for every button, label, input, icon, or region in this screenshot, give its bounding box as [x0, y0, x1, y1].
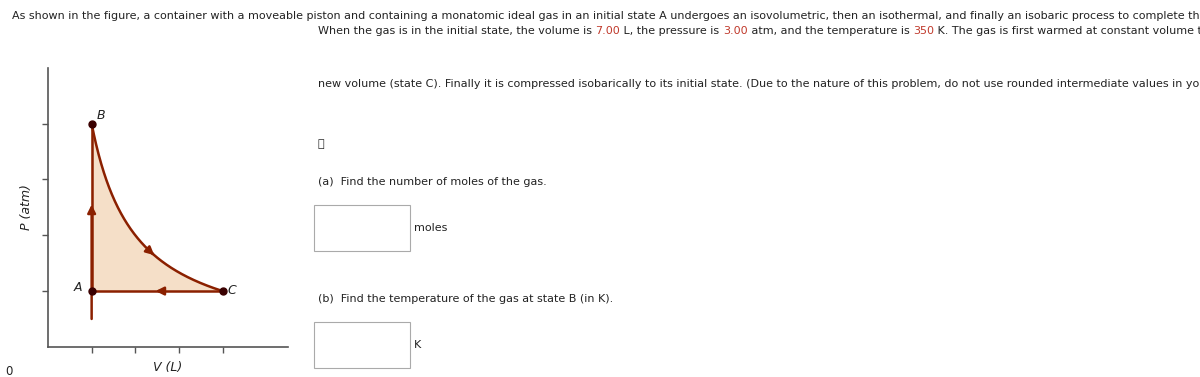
X-axis label: V (L): V (L) [154, 362, 182, 374]
FancyBboxPatch shape [313, 322, 410, 368]
Text: K: K [414, 340, 421, 350]
Text: 0: 0 [5, 365, 12, 377]
Text: When the gas is in the initial state, the volume is: When the gas is in the initial state, th… [318, 26, 595, 37]
Text: (a)  Find the number of moles of the gas.: (a) Find the number of moles of the gas. [318, 177, 547, 187]
Text: 350: 350 [913, 26, 934, 37]
Text: A: A [73, 281, 82, 294]
Text: L, the pressure is: L, the pressure is [620, 26, 722, 37]
Text: new volume (state C). Finally it is compressed isobarically to its initial state: new volume (state C). Finally it is comp… [318, 79, 1200, 89]
Text: C: C [228, 284, 236, 297]
Text: (b)  Find the temperature of the gas at state B (in K).: (b) Find the temperature of the gas at s… [318, 294, 613, 304]
Text: atm, and the temperature is: atm, and the temperature is [748, 26, 913, 37]
Text: 7.00: 7.00 [595, 26, 620, 37]
Text: ⓘ: ⓘ [318, 139, 325, 150]
Text: K. The gas is first warmed at constant volume to a pressure of: K. The gas is first warmed at constant v… [934, 26, 1200, 37]
Text: B: B [97, 109, 106, 122]
FancyBboxPatch shape [313, 205, 410, 251]
Polygon shape [91, 124, 222, 291]
Y-axis label: P (atm): P (atm) [20, 184, 34, 230]
Text: 3.00: 3.00 [722, 26, 748, 37]
Text: As shown in the figure, a container with a moveable piston and containing a mona: As shown in the figure, a container with… [12, 11, 1200, 21]
Text: moles: moles [414, 223, 448, 233]
